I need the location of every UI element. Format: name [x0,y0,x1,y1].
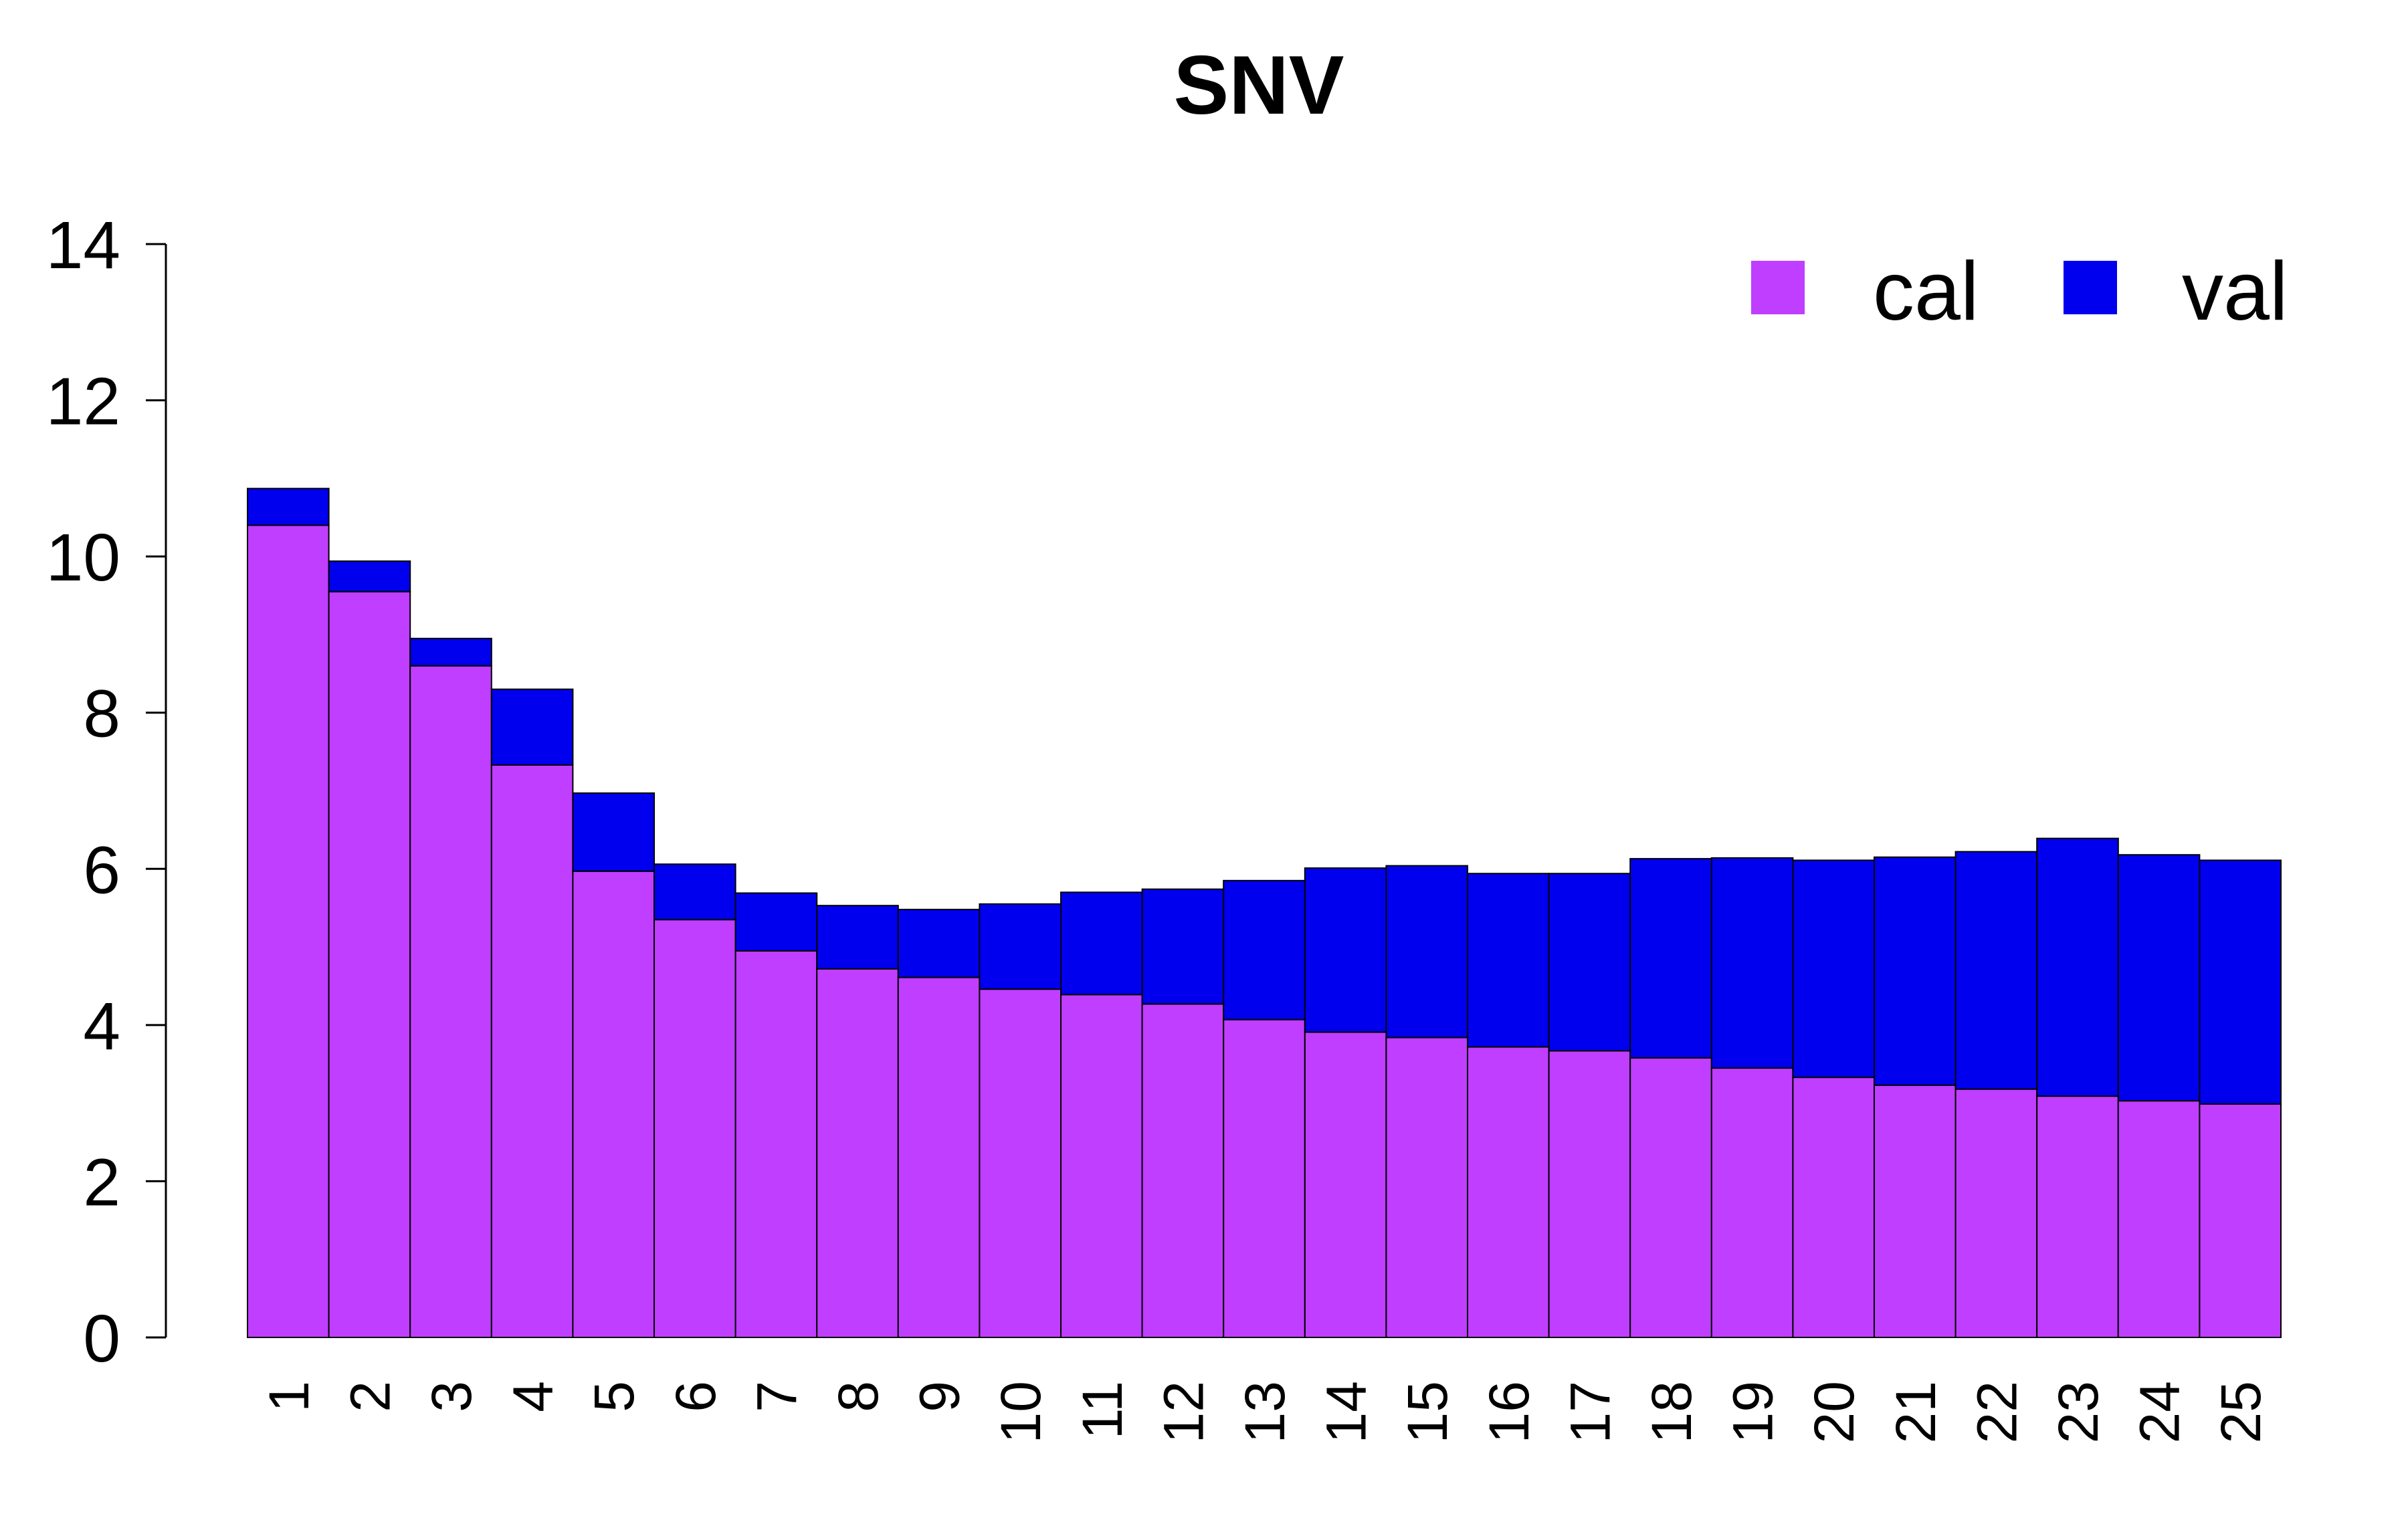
bar-val-20 [1792,859,1875,1079]
bar-cal-11 [1060,994,1143,1338]
bar-val-22 [1954,851,2038,1090]
x-tick-label: 24 [2128,1381,2191,1443]
x-tick-label: 21 [1884,1381,1947,1443]
x-tick-label: 3 [420,1381,483,1412]
bar-val-3 [409,637,492,667]
bar-val-10 [979,903,1062,990]
x-tick-label: 22 [1965,1381,2028,1443]
x-tick-label: 13 [1233,1381,1296,1443]
legend-swatch-cal [1751,261,1805,314]
bar-val-6 [654,863,736,921]
bar-cal-21 [1874,1084,1956,1338]
bar-val-14 [1304,867,1387,1033]
x-tick-label: 17 [1559,1381,1621,1443]
bar-cal-6 [654,919,736,1338]
bar-cal-18 [1629,1057,1712,1338]
y-tick-label: 14 [46,208,120,283]
bar-val-8 [816,905,899,970]
bar-cal-17 [1548,1050,1631,1339]
x-tick-label: 15 [1396,1381,1459,1443]
x-tick-label: 4 [502,1381,565,1412]
x-tick-label: 5 [583,1381,645,1412]
bar-val-4 [490,688,574,766]
bar-val-13 [1223,879,1306,1020]
bar-val-2 [328,560,411,592]
y-tick-label: 8 [83,677,120,752]
bar-val-21 [1874,856,1956,1086]
x-tick-label: 7 [745,1381,808,1412]
bar-cal-5 [572,870,656,1338]
bar-cal-3 [409,665,492,1338]
bar-cal-10 [979,988,1062,1338]
legend-label-val: val [2182,245,2288,338]
bar-val-5 [572,792,656,872]
bar-cal-12 [1141,1003,1225,1338]
x-tick-label: 6 [664,1381,727,1412]
bar-cal-2 [328,590,411,1338]
x-tick-label: 9 [908,1381,971,1412]
legend-swatch-val [2064,261,2117,314]
bar-cal-8 [816,968,899,1339]
legend-label-cal: cal [1873,245,1979,338]
x-tick-label: 20 [1803,1381,1866,1443]
y-tick-label: 10 [46,520,120,595]
bar-val-25 [2199,859,2282,1105]
chart-title: SNV [1174,39,1344,132]
bar-cal-14 [1304,1031,1387,1338]
x-tick-label: 8 [827,1381,890,1412]
y-tick-label: 2 [83,1145,120,1220]
bar-val-17 [1548,873,1631,1052]
x-tick-label: 25 [2209,1381,2272,1443]
bar-cal-1 [247,524,330,1338]
bar-cal-20 [1792,1077,1875,1338]
bar-val-12 [1141,888,1225,1005]
y-tick-label: 4 [83,989,120,1064]
bar-cal-22 [1954,1088,2038,1339]
bar-cal-13 [1223,1018,1306,1338]
bar-val-23 [2036,837,2119,1097]
x-tick-label: 16 [1478,1381,1540,1443]
x-axis-labels: 1 2 3 4 5 6 7 8 9 10 11 12 13 14 15 16 17 18 19 20 21 22 23 24 2… [258,1381,2272,1443]
x-tick-label: 2 [338,1381,401,1412]
bar-val-1 [247,487,330,526]
bar-cal-7 [734,950,818,1339]
bar-val-7 [734,892,818,952]
bar-cal-9 [897,976,981,1338]
x-tick-label: 23 [2047,1381,2110,1443]
bar-cal-16 [1467,1046,1550,1338]
bar-cal-25 [2199,1103,2282,1338]
bar-val-16 [1467,873,1550,1048]
bar-cal-23 [2036,1095,2119,1339]
legend: cal val [1751,245,2288,338]
x-tick-label: 10 [989,1381,1052,1443]
x-tick-label: 11 [1071,1381,1134,1439]
x-tick-label: 14 [1315,1381,1378,1443]
bar-val-11 [1060,891,1143,996]
bar-val-15 [1385,865,1468,1039]
y-axis-ticks: 0 2 4 6 8 10 12 14 [46,208,166,1376]
y-tick-label: 12 [46,364,120,439]
y-tick-label: 6 [83,833,120,907]
x-tick-label: 1 [258,1381,320,1412]
bar-val-9 [897,909,981,978]
bars-group [247,487,2282,1339]
bar-val-19 [1710,857,1794,1069]
bar-val-18 [1629,858,1712,1059]
bar-val-24 [2117,854,2201,1102]
y-tick-label: 0 [83,1301,120,1376]
x-tick-label: 18 [1640,1381,1703,1443]
bar-cal-4 [490,764,574,1338]
bar-cal-15 [1385,1037,1468,1338]
bar-cal-24 [2117,1100,2201,1338]
x-tick-label: 19 [1722,1381,1785,1443]
x-tick-label: 12 [1152,1381,1215,1443]
bar-cal-19 [1710,1067,1794,1338]
